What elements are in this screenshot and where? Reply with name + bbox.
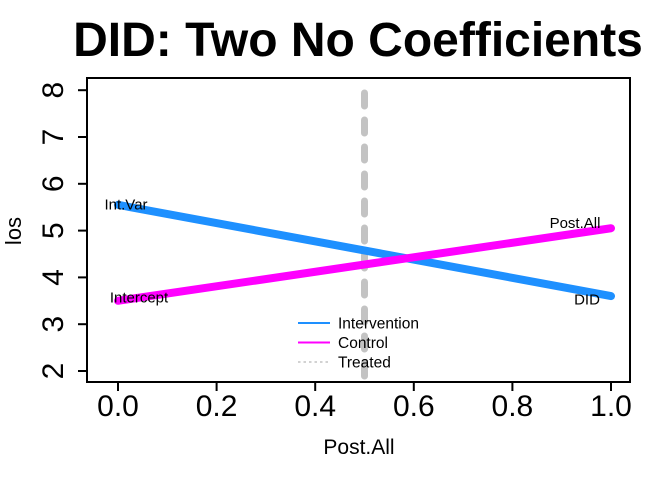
y-axis-title: los [1, 217, 26, 245]
legend-label-control: Control [338, 335, 388, 352]
annotation-int-var: Int.Var [104, 196, 147, 213]
x-tick-label: 0.0 [97, 390, 139, 423]
series-line-control [114, 224, 615, 305]
x-tick-label: 0.2 [196, 390, 238, 423]
annotation-post-all: Post.All [550, 215, 601, 232]
chart-title: DID: Two No Coefficients [73, 14, 643, 67]
x-tick-label: 0.8 [492, 390, 534, 423]
legend-label-treated: Treated [338, 355, 391, 372]
y-tick-label: 8 [37, 82, 70, 99]
x-axis-title: Post.All [323, 436, 394, 459]
y-tick-label: 2 [37, 363, 70, 380]
y-tick-label: 7 [37, 129, 70, 146]
series-line-intervention [114, 200, 615, 301]
annotation-intercept: Intercept [110, 289, 169, 306]
y-tick-label: 6 [37, 175, 70, 192]
x-tick-label: 0.6 [393, 390, 435, 423]
y-tick-label: 3 [37, 316, 70, 333]
y-tick-label: 4 [37, 269, 70, 286]
annotation-did: DID [574, 292, 600, 309]
x-tick-label: 0.4 [294, 390, 336, 423]
y-tick-label: 5 [37, 222, 70, 239]
x-tick-label: 1.0 [590, 390, 632, 423]
legend-label-intervention: Intervention [338, 316, 419, 333]
